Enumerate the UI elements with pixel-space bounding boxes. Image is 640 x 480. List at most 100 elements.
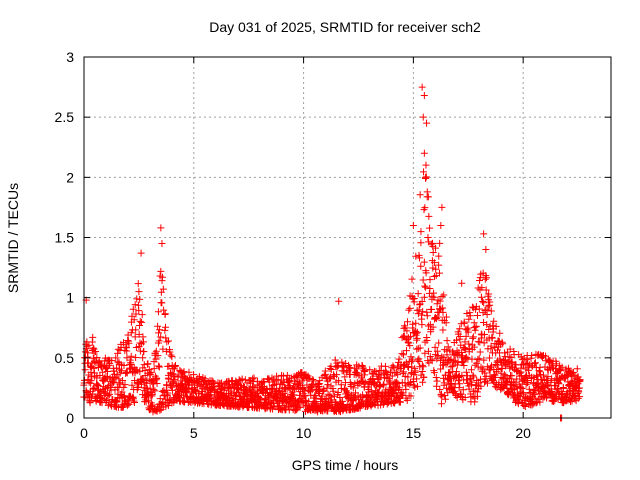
data-point	[436, 239, 444, 247]
data-point	[370, 378, 378, 386]
data-point	[157, 267, 165, 275]
data-point	[419, 363, 427, 371]
data-point	[235, 388, 243, 396]
data-point	[190, 371, 198, 379]
data-point	[430, 273, 438, 281]
data-point	[418, 321, 426, 329]
data-point	[119, 376, 127, 384]
data-point	[309, 376, 317, 384]
data-point	[132, 326, 140, 334]
data-point	[119, 403, 127, 411]
data-point	[290, 395, 298, 403]
data-point	[90, 364, 98, 372]
data-point	[167, 383, 175, 391]
data-point	[421, 338, 429, 346]
data-point	[432, 374, 440, 382]
data-point	[402, 359, 410, 367]
data-point	[105, 390, 113, 398]
data-point	[412, 319, 420, 327]
data-point	[220, 401, 228, 409]
data-point	[435, 252, 443, 260]
data-point	[406, 304, 414, 312]
data-point	[162, 347, 170, 355]
data-point	[149, 401, 157, 409]
data-point	[201, 375, 209, 383]
x-tick-label: 10	[296, 425, 312, 441]
data-point	[432, 314, 440, 322]
data-point	[417, 239, 425, 247]
data-point	[164, 402, 172, 410]
data-point	[414, 310, 422, 318]
data-point	[360, 366, 368, 374]
data-point	[326, 391, 334, 399]
data-point	[139, 354, 147, 362]
data-point	[158, 299, 166, 307]
data-point	[269, 382, 277, 390]
data-point	[413, 345, 421, 353]
data-point	[324, 381, 332, 389]
data-point	[426, 284, 434, 292]
data-point	[327, 393, 335, 401]
data-point	[413, 336, 421, 344]
data-point	[100, 388, 108, 396]
data-point	[428, 357, 436, 365]
data-point	[156, 406, 164, 414]
data-point	[436, 386, 444, 394]
data-point	[169, 386, 177, 394]
data-point	[279, 372, 287, 380]
data-point	[101, 395, 109, 403]
data-point	[429, 264, 437, 272]
data-point	[423, 188, 431, 196]
data-point	[413, 375, 421, 383]
data-point	[280, 389, 288, 397]
data-point	[144, 360, 152, 368]
data-point	[265, 378, 273, 386]
data-point	[148, 391, 156, 399]
data-point	[399, 389, 407, 397]
data-point	[427, 356, 435, 364]
y-tick-label: 1	[66, 290, 74, 306]
data-point	[394, 371, 402, 379]
data-point	[155, 329, 163, 337]
y-tick-label: 2.5	[55, 109, 75, 125]
data-point	[134, 383, 142, 391]
data-point	[157, 224, 165, 232]
data-point	[401, 324, 409, 332]
data-point	[470, 373, 478, 381]
data-point	[136, 295, 144, 303]
data-point	[150, 365, 158, 373]
data-point	[403, 396, 411, 404]
data-point	[419, 276, 427, 284]
data-point	[429, 323, 437, 331]
data-point	[164, 337, 172, 345]
data-point	[303, 381, 311, 389]
data-point	[108, 357, 116, 365]
data-point	[245, 384, 253, 392]
data-point	[128, 381, 136, 389]
data-point	[157, 333, 165, 341]
data-point	[423, 337, 431, 345]
data-point	[468, 355, 476, 363]
data-point	[423, 308, 431, 316]
data-point	[90, 349, 98, 357]
data-point	[427, 328, 435, 336]
data-point	[421, 204, 429, 212]
data-point	[127, 360, 135, 368]
data-point	[415, 306, 423, 314]
data-point	[330, 392, 338, 400]
y-tick-label: 1.5	[55, 230, 75, 246]
data-point	[402, 347, 410, 355]
data-point	[496, 329, 504, 337]
data-point	[482, 246, 490, 254]
data-point	[433, 377, 441, 385]
data-point	[412, 329, 420, 337]
data-point	[335, 377, 343, 385]
data-point	[130, 316, 138, 324]
data-point	[92, 347, 100, 355]
data-point	[156, 395, 164, 403]
data-point	[110, 378, 118, 386]
data-point	[136, 368, 144, 376]
data-point	[127, 352, 135, 360]
data-point	[399, 351, 407, 359]
data-point	[152, 347, 160, 355]
